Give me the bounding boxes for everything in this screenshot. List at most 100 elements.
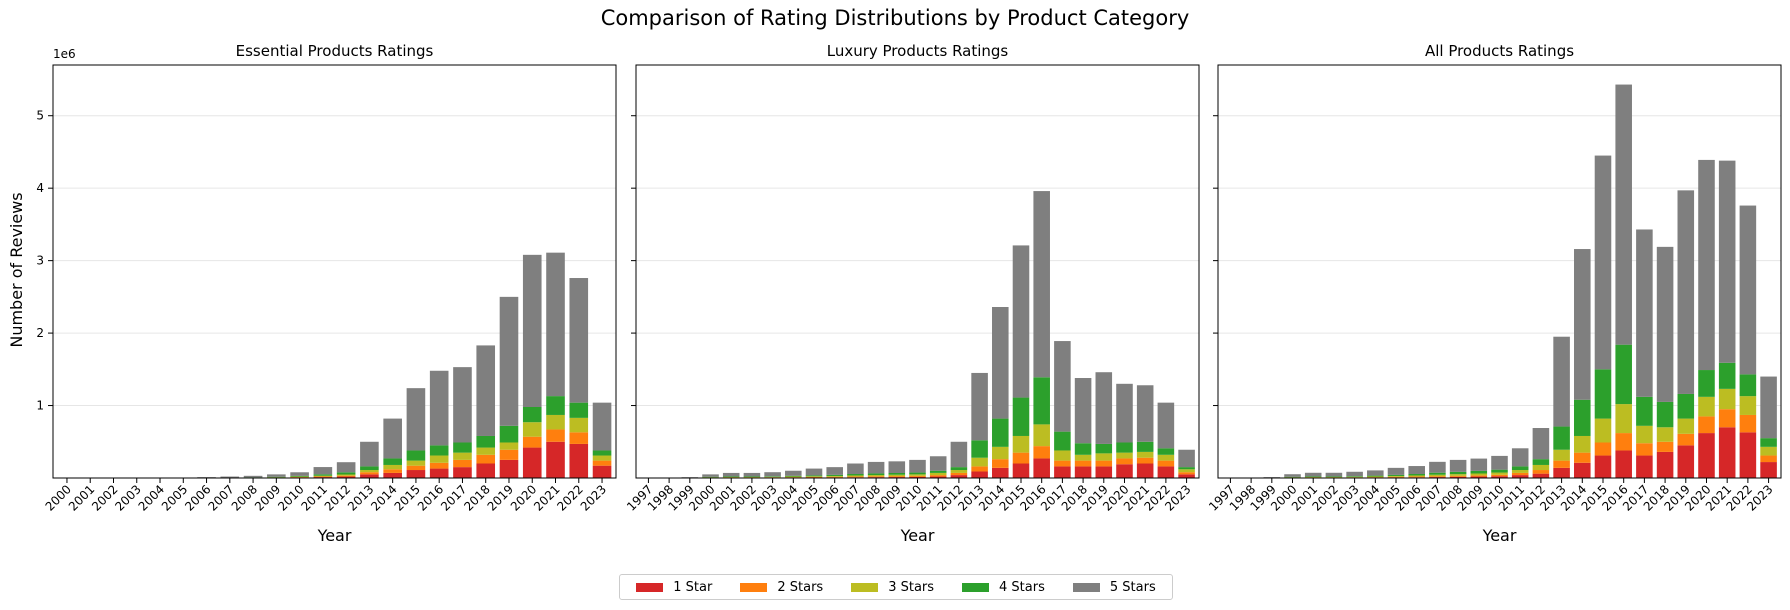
bar-segment [929,476,947,478]
bar-segment [499,442,519,450]
bar-segment [1511,475,1529,478]
bar-segment [1760,462,1777,478]
bar-segment [950,441,968,468]
bar-segment [805,476,823,478]
chart-panel: 1997199819992000200120022003200420052006… [1206,42,1782,545]
bar-segment [722,476,740,477]
bar-segment [1387,475,1405,477]
bar-segment [1511,472,1529,476]
bar-segment [360,466,379,471]
bar-segment [950,470,968,473]
bar-segment [1054,450,1071,461]
bar-segment [929,472,947,476]
chart-panel: 1997199819992000200120022003200420052006… [624,42,1200,545]
bar-segment [1677,190,1695,394]
bar-segment [1408,466,1425,475]
bar-segment [1157,448,1175,455]
x-axis-label: Year [900,526,935,545]
bar-segment [909,459,926,473]
bar-segment [1429,472,1446,475]
bar-segment [1553,449,1570,461]
bar-segment [313,475,333,477]
bar-segment [336,474,356,476]
bar-segment [569,417,589,433]
plot-frame [1217,64,1782,479]
bar-segment [1136,451,1154,458]
legend-item: 1 Star [636,580,712,595]
bar-segment [992,446,1009,460]
bar-segment [1136,463,1154,478]
legend: 1 Star 2 Stars 3 Stars 4 Stars 5 Stars [619,574,1173,600]
bar-segment [785,470,802,476]
bar-segment [1656,441,1674,452]
bar-segment [1408,476,1425,478]
bar-segment [336,462,356,473]
x-tick-label: 2023 [578,482,609,513]
bar-segment [1012,463,1030,478]
panel-title: Luxury Products Ratings [827,42,1009,60]
bar-segment [1511,470,1529,473]
bar-segment [1074,454,1092,461]
bar-segment [429,462,449,469]
bar-segment [429,455,449,463]
bar-segment [1367,470,1384,476]
bar-segment [1346,471,1363,477]
bar-segment [743,472,761,477]
bar-segment [360,441,379,467]
bar-segment [1033,377,1050,425]
bar-segment [1157,454,1175,461]
bar-segment [1760,455,1777,463]
bar-segment [569,402,589,418]
bar-segment [1760,376,1777,439]
bar-segment [1698,433,1715,478]
bar-segment [1367,475,1384,477]
bar-segment [1367,476,1384,478]
legend-label-2-stars: 2 Stars [777,579,824,595]
legend-item: 4 Stars [962,580,1045,595]
bar-segment [1178,467,1195,470]
x-tick-label: 2015 [392,482,423,513]
x-tick-label: 2010 [275,482,306,513]
bar-segment [1325,476,1343,477]
bar-segment [702,474,719,477]
bar-segment [992,459,1009,468]
legend-item: 2 Stars [740,580,823,595]
plot-frame [52,64,617,479]
bar-segment [950,472,968,476]
bar-segment [1074,378,1092,444]
bar-segment [476,463,496,478]
bar-segment [1284,474,1301,477]
bar-segment [1574,399,1591,436]
bar-segment [722,472,740,477]
bar-segment [1491,455,1508,470]
bar-segment [847,463,864,475]
bar-segment [1012,435,1030,453]
bar-segment [1574,249,1591,400]
bar-segment [764,472,781,477]
bar-segment [1594,155,1612,370]
legend-label-4-stars: 4 Stars [999,579,1045,595]
bar-segment [592,402,612,451]
bar-segment [909,472,926,475]
bar-segment [336,475,356,477]
bar-segment [847,476,864,478]
bar-segment [992,467,1009,478]
bar-segment [383,472,402,478]
bar-segment [1553,460,1570,468]
bar-segment [1698,396,1715,417]
bar-segment [1449,471,1467,475]
bar-segment [290,475,309,477]
bar-segment [1157,466,1175,478]
legend-label-3-stars: 3 Stars [888,579,935,595]
bar-segment [971,457,988,467]
bar-segment [406,460,426,466]
bar-segment [476,345,496,436]
bar-segment [826,476,843,478]
bar-segment [1136,441,1154,452]
bar-segment [1491,474,1508,477]
bar-segment [546,252,565,397]
bar-segment [1718,388,1736,410]
bar-segment [1491,476,1508,478]
bar-segment [1739,396,1757,415]
bar-segment [1656,427,1674,442]
